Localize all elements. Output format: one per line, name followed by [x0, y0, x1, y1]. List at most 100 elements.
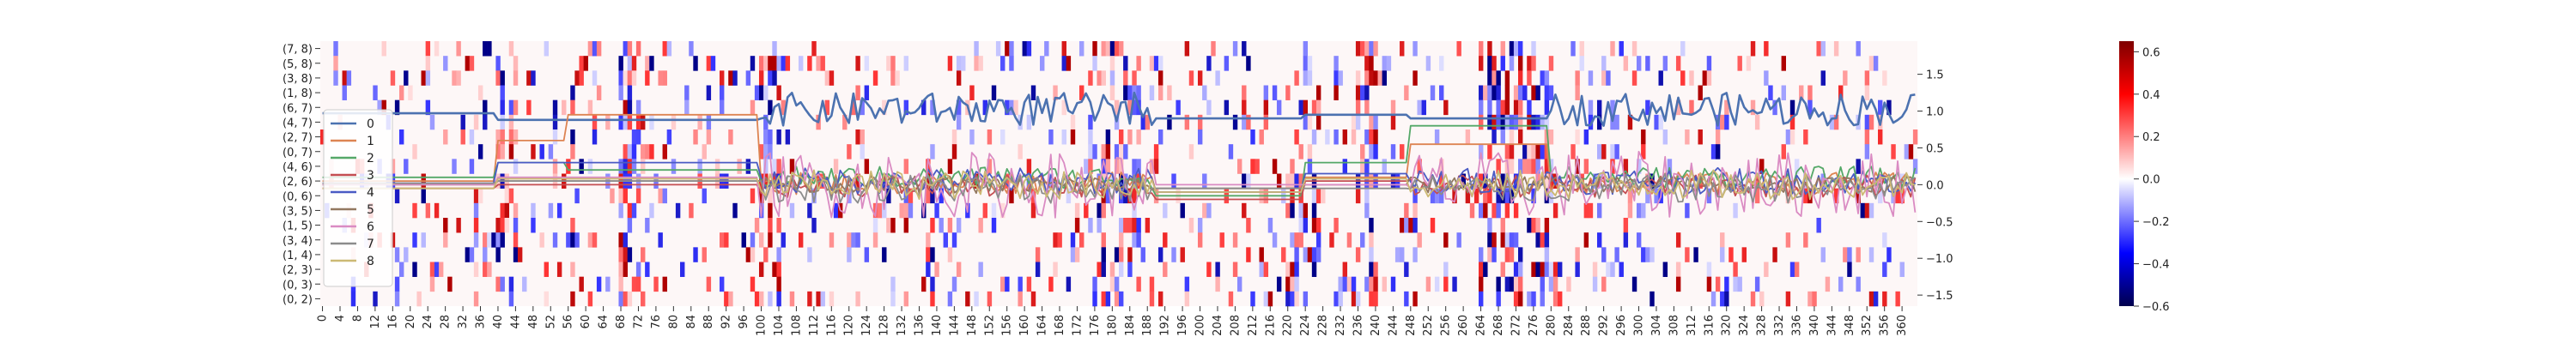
heatmap-cell: [1417, 232, 1422, 248]
heatmap-cell: [500, 70, 505, 86]
heatmap-cell: [574, 232, 580, 248]
heatmap-cell: [618, 188, 623, 204]
heatmap-cell: [1803, 232, 1808, 248]
heatmap-cell: [1829, 114, 1835, 130]
heatmap-cell: [1527, 218, 1532, 233]
heatmap-cell: [623, 99, 628, 116]
heatmap-cell: [1040, 56, 1045, 71]
heatmap-cell: [513, 99, 519, 116]
heatmap-cell: [1140, 247, 1145, 262]
heatmap-cell: [631, 276, 637, 292]
heatmap-cell: [1114, 99, 1120, 116]
heatmap-cell: [720, 70, 725, 86]
heatmap-cell: [1044, 41, 1049, 57]
heatmap-cell: [987, 291, 993, 307]
heatmap-cell: [1394, 247, 1400, 262]
heatmap-cell: [1816, 41, 1821, 57]
heatmap-cell: [1434, 188, 1440, 204]
colorbar-tick-label: 0.6: [2142, 46, 2160, 59]
heatmap-cell: [447, 276, 453, 292]
heatmap-cell: [443, 218, 448, 233]
heatmap-cell: [1228, 291, 1234, 307]
heatmap-cell: [1263, 99, 1269, 116]
heatmap-cell: [939, 188, 944, 204]
heatmap-cell: [1369, 129, 1374, 145]
x-tick-label: 324: [1738, 315, 1751, 336]
heatmap-cell: [473, 188, 479, 204]
heatmap-cell: [1737, 276, 1742, 292]
heatmap-cell: [855, 232, 860, 248]
heatmap-cell: [1509, 247, 1515, 262]
heatmap-cell: [539, 232, 544, 248]
x-tick-label: 140: [931, 315, 944, 336]
heatmap-cell: [627, 70, 633, 86]
heatmap-cell: [1675, 56, 1681, 71]
heatmap-cell: [1658, 114, 1663, 130]
heatmap-cell: [930, 218, 935, 233]
heatmap-cell: [1504, 99, 1510, 116]
x-tick-label: 128: [878, 315, 891, 336]
heatmap-cell: [1527, 56, 1532, 71]
heatmap-cell: [1631, 276, 1637, 292]
heatmap-cell: [781, 99, 786, 116]
heatmap-cell: [1557, 262, 1563, 277]
heatmap-cell: [1904, 144, 1910, 159]
heatmap-cell: [978, 218, 983, 233]
heatmap-cell: [693, 56, 698, 71]
heatmap-cell: [1236, 159, 1242, 174]
heatmap-cell: [1105, 129, 1111, 145]
heatmap-cell: [982, 202, 987, 219]
heatmap-cell: [1171, 173, 1176, 189]
heatmap-cell: [1026, 159, 1032, 174]
heatmap-cell: [1119, 291, 1124, 307]
heatmap-cell: [1101, 291, 1106, 307]
heatmap-cell: [1733, 262, 1738, 277]
x-tick-label: 92: [720, 315, 733, 329]
heatmap-cell: [1504, 232, 1510, 248]
heatmap-cell: [1092, 291, 1097, 307]
heatmap-cell: [811, 218, 817, 233]
heatmap-cell: [895, 70, 900, 86]
legend-label: 3: [367, 169, 374, 183]
heatmap-cell: [635, 188, 641, 204]
heatmap-cell: [1114, 144, 1120, 159]
heatmap-cell: [969, 129, 975, 145]
heatmap-cell: [1101, 159, 1106, 174]
heatmap-cell: [1601, 144, 1607, 159]
heatmap-cell: [1373, 144, 1378, 159]
heatmap-cell: [1206, 99, 1212, 116]
heatmap-cell: [1496, 70, 1501, 86]
heatmap-cell: [1548, 188, 1554, 204]
heatmap-cell: [1518, 56, 1523, 71]
heatmap-cell: [758, 291, 764, 307]
heatmap-cell: [1439, 173, 1444, 189]
heatmap-cell: [1465, 188, 1471, 204]
heatmap-cell: [1479, 114, 1484, 130]
heatmap-cell: [758, 85, 764, 100]
heatmap-cell: [408, 85, 413, 100]
heatmap-cell: [1487, 247, 1492, 262]
x-tick-label: 172: [1071, 315, 1084, 336]
heatmap-cell: [1127, 218, 1133, 233]
heatmap-cell: [1544, 70, 1550, 86]
heatmap-cell: [1285, 173, 1291, 189]
heatmap-cell: [425, 99, 431, 116]
heatmap-cell: [570, 232, 575, 248]
heatmap-cell: [460, 129, 465, 145]
heatmap-cell: [1404, 218, 1409, 233]
heatmap-cell: [1285, 291, 1291, 307]
heatmap-cell: [1439, 159, 1444, 174]
heatmap-cell: [860, 99, 865, 116]
heatmap-cell: [956, 114, 962, 130]
heatmap-cell: [847, 144, 852, 159]
heatmap-cell: [1518, 129, 1523, 145]
heatmap-cell: [1272, 232, 1278, 248]
heatmap-cell: [855, 85, 860, 100]
heatmap-cell: [1662, 56, 1668, 71]
x-tick-label: 160: [1018, 315, 1031, 336]
heatmap-cell: [1737, 56, 1742, 71]
heatmap-cell: [1132, 188, 1137, 204]
heatmap-cell: [1579, 41, 1584, 57]
heatmap-cell: [618, 114, 623, 130]
y-tick-label: (1, 5): [283, 220, 313, 233]
